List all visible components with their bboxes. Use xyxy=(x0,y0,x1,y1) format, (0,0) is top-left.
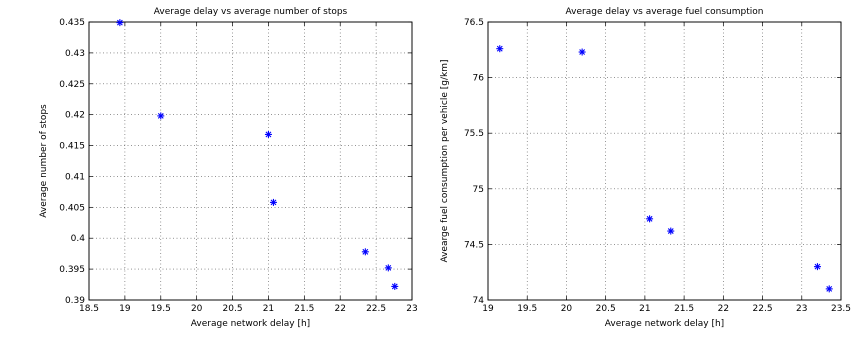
chart-panel-2: 19 19.5 20 20.5 21 21.5 22 22.5 23 23.5 74 74.5 75 75… xyxy=(440,7,851,329)
y-tick-label: 0.4 xyxy=(71,234,86,244)
plot-frame xyxy=(487,21,842,301)
y-tick-label: 0.39 xyxy=(65,296,85,306)
x-tick-label: 19.5 xyxy=(151,304,171,314)
marker-stroke xyxy=(157,112,164,119)
x-tick-label: 20 xyxy=(191,304,203,314)
y-axis-label: Average number of stops xyxy=(39,104,49,218)
y-tick-label: 0.425 xyxy=(59,80,85,90)
data-point xyxy=(825,285,833,293)
x-axis-label: Average network delay [h] xyxy=(191,319,310,329)
x-tick-label: 20.5 xyxy=(596,304,616,314)
data-point xyxy=(496,45,504,53)
x-tick-label: 23.5 xyxy=(831,304,851,314)
data-point xyxy=(813,263,821,271)
x-tick-label: 22 xyxy=(718,304,729,314)
y-tick-label: 0.42 xyxy=(65,111,85,121)
data-point xyxy=(264,130,272,138)
y-tick-label: 75.5 xyxy=(464,129,484,139)
data-point xyxy=(384,264,392,272)
y-tick-label: 76 xyxy=(473,74,485,84)
chart-title: Average delay vs average number of stops xyxy=(154,7,348,17)
data-point xyxy=(578,48,586,56)
chart-title: Average delay vs average fuel consumptio… xyxy=(566,7,764,17)
marker-stroke xyxy=(385,264,392,271)
x-tick-label: 23 xyxy=(796,304,807,314)
data-point xyxy=(361,248,369,256)
y-tick-label: 0.43 xyxy=(65,49,85,59)
marker-stroke xyxy=(270,199,277,206)
data-point xyxy=(116,19,124,27)
marker-stroke xyxy=(391,283,398,290)
y-axis-label: Avearge fuel consumption per vehicle [g/… xyxy=(440,59,450,262)
marker-stroke xyxy=(362,248,369,255)
x-tick-label: 21.5 xyxy=(294,304,314,314)
x-tick-label: 18.5 xyxy=(79,304,99,314)
x-tick-label: 21.5 xyxy=(674,304,694,314)
marker-stroke xyxy=(667,228,674,234)
marker-stroke xyxy=(496,45,503,52)
x-tick-label: 22.5 xyxy=(366,304,386,314)
x-tick-label: 21 xyxy=(263,304,274,314)
x-tick-label: 21 xyxy=(639,304,650,314)
data-point xyxy=(157,112,165,120)
y-tick-label: 0.395 xyxy=(59,265,85,275)
y-tick-label: 76.5 xyxy=(464,18,484,28)
y-tick-label: 0.405 xyxy=(59,203,85,213)
data-point xyxy=(269,198,277,206)
x-tick-label: 22 xyxy=(334,304,345,314)
data-point xyxy=(646,215,654,223)
x-tick-label: 19 xyxy=(119,304,131,314)
x-tick-label: 23 xyxy=(406,304,417,314)
y-tick-label: 74 xyxy=(473,296,485,306)
y-tick-label: 74.5 xyxy=(464,240,484,250)
marker-stroke xyxy=(826,285,833,292)
marker-stroke xyxy=(265,131,272,138)
data-point xyxy=(391,282,399,290)
x-tick-label: 20 xyxy=(561,304,573,314)
x-axis-label: Average network delay [h] xyxy=(605,319,724,329)
data-point xyxy=(667,227,675,235)
marker-stroke xyxy=(579,49,586,55)
y-tick-label: 0.415 xyxy=(59,142,85,152)
plot-frame xyxy=(88,21,413,301)
x-tick-label: 19.5 xyxy=(517,304,537,314)
chart-panel-1: 18.5 19 19.5 20 20.5 21 21.5 22 22.5 23 0.39 0.395 0… xyxy=(39,7,418,329)
marker-stroke xyxy=(814,263,821,270)
x-tick-label: 20.5 xyxy=(223,304,243,314)
marker-stroke xyxy=(116,19,123,26)
y-tick-label: 0.41 xyxy=(65,172,85,182)
y-tick-label: 75 xyxy=(473,185,484,195)
x-tick-label: 19 xyxy=(482,304,494,314)
y-tick-label: 0.435 xyxy=(59,18,85,28)
marker-stroke xyxy=(646,215,653,222)
plot-area xyxy=(487,21,842,301)
x-tick-label: 22.5 xyxy=(753,304,773,314)
plot-area xyxy=(88,21,413,301)
